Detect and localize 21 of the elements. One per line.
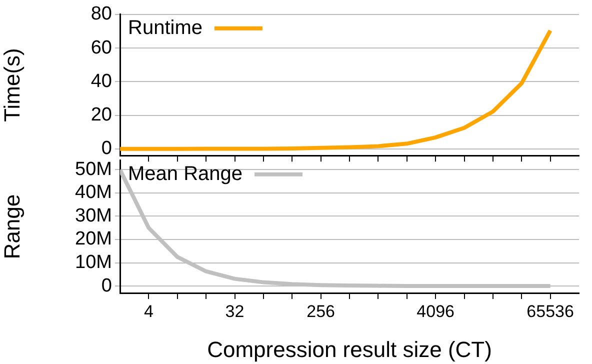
legend-label: Runtime [128, 16, 202, 39]
x-tick-label: 256 [306, 302, 335, 321]
x-axis-title: Compression result size (CT) [207, 336, 492, 362]
x-tick-label: 65536 [526, 302, 574, 321]
y-tick-label: 50M [75, 158, 112, 180]
y-tick-label: 10M [75, 252, 112, 273]
y-tick-label: 20M [75, 228, 112, 250]
y-tick-label: 40 [90, 70, 112, 92]
x-tick-label: 4 [144, 302, 154, 321]
y-axis-title: Time(s) [0, 48, 24, 122]
y-tick-label: 0 [101, 275, 112, 296]
x-tick-label: 4096 [416, 302, 454, 321]
y-tick-label: 0 [101, 138, 112, 160]
x-tick-label: 32 [225, 302, 244, 321]
y-tick-label: 30M [75, 205, 112, 226]
y-tick-label: 20 [90, 104, 112, 126]
y-tick-label: 40M [75, 182, 112, 204]
legend-label: Mean Range [128, 162, 243, 185]
y-tick-label: 60 [90, 37, 112, 58]
y-tick-label: 80 [90, 4, 112, 25]
y-axis-title: Range [0, 194, 24, 260]
